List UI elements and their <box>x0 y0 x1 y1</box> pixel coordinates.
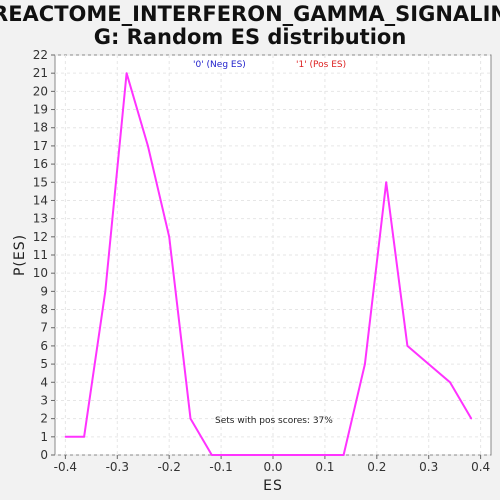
legend-pos-es: '1' (Pos ES) <box>296 60 346 70</box>
y-tick-label: 18 <box>33 121 48 135</box>
y-tick-label: 16 <box>33 157 48 171</box>
y-tick-label: 8 <box>40 303 48 317</box>
es-data-point <box>210 454 213 456</box>
es-data-point <box>168 236 170 238</box>
es-data-point <box>470 417 473 420</box>
y-axis-label: P(ES) <box>12 234 28 276</box>
y-tick-label: 0 <box>40 448 48 462</box>
y-tick-label: 7 <box>40 321 48 335</box>
y-tick-label: 3 <box>40 393 48 407</box>
es-data-point <box>342 454 345 456</box>
x-tick-label: 0.3 <box>419 460 438 474</box>
es-data-point <box>189 417 192 420</box>
x-tick-label: 0.1 <box>315 460 334 474</box>
y-tick-label: 12 <box>33 230 48 244</box>
x-axis-label: ES <box>263 478 283 494</box>
x-tick-label: 0.0 <box>263 460 282 474</box>
y-tick-label: 5 <box>40 357 48 371</box>
x-tick-label: 0.4 <box>471 460 490 474</box>
grid-lines <box>55 54 491 456</box>
y-tick-label: 14 <box>33 193 48 207</box>
y-tick-label: 22 <box>33 48 48 62</box>
x-tick-label: -0.2 <box>157 460 180 474</box>
y-tick-label: 1 <box>40 430 48 444</box>
y-tick-label: 10 <box>33 266 48 280</box>
y-tick-label: 21 <box>33 66 48 80</box>
es-data-point <box>147 145 149 147</box>
es-data-point <box>338 454 341 456</box>
y-tick-label: 11 <box>33 248 48 262</box>
chart-title-line1: REACTOME_INTERFERON_GAMMA_SIGNALIN <box>0 2 500 26</box>
es-data-point <box>427 363 430 365</box>
es-data-point <box>253 454 256 456</box>
es-data-point <box>83 436 85 438</box>
y-tick-label: 20 <box>33 84 48 98</box>
es-data-point <box>104 290 107 293</box>
es-data-point <box>364 363 366 365</box>
es-data-point <box>64 436 67 438</box>
es-data-point <box>406 345 409 347</box>
y-tick-label: 19 <box>33 103 48 117</box>
y-tick-label: 15 <box>33 175 48 189</box>
y-tick-label: 6 <box>40 339 48 353</box>
es-data-point <box>385 181 387 184</box>
axis-ticks: 012345678910111213141516171819202122-0.4… <box>33 48 490 474</box>
x-tick-label: -0.1 <box>209 460 232 474</box>
es-data-point <box>232 454 234 456</box>
es-data-point <box>449 381 451 384</box>
pos-scores-annotation: Sets with pos scores: 37% <box>215 416 333 426</box>
y-tick-label: 2 <box>40 412 48 426</box>
es-data-point <box>296 454 298 456</box>
chart-title-line2: G: Random ES distribution <box>93 25 407 49</box>
x-tick-label: -0.3 <box>106 460 129 474</box>
x-tick-label: -0.4 <box>54 460 77 474</box>
legend-neg-es: '0' (Neg ES) <box>193 60 246 70</box>
es-data-point <box>274 454 277 456</box>
y-tick-label: 4 <box>40 375 48 389</box>
y-tick-label: 17 <box>33 139 48 153</box>
es-data-point <box>125 72 128 74</box>
x-tick-label: 0.2 <box>367 460 386 474</box>
es-data-point <box>317 454 319 456</box>
series-group <box>64 72 473 456</box>
y-tick-label: 9 <box>40 284 48 298</box>
y-tick-label: 13 <box>33 212 48 226</box>
